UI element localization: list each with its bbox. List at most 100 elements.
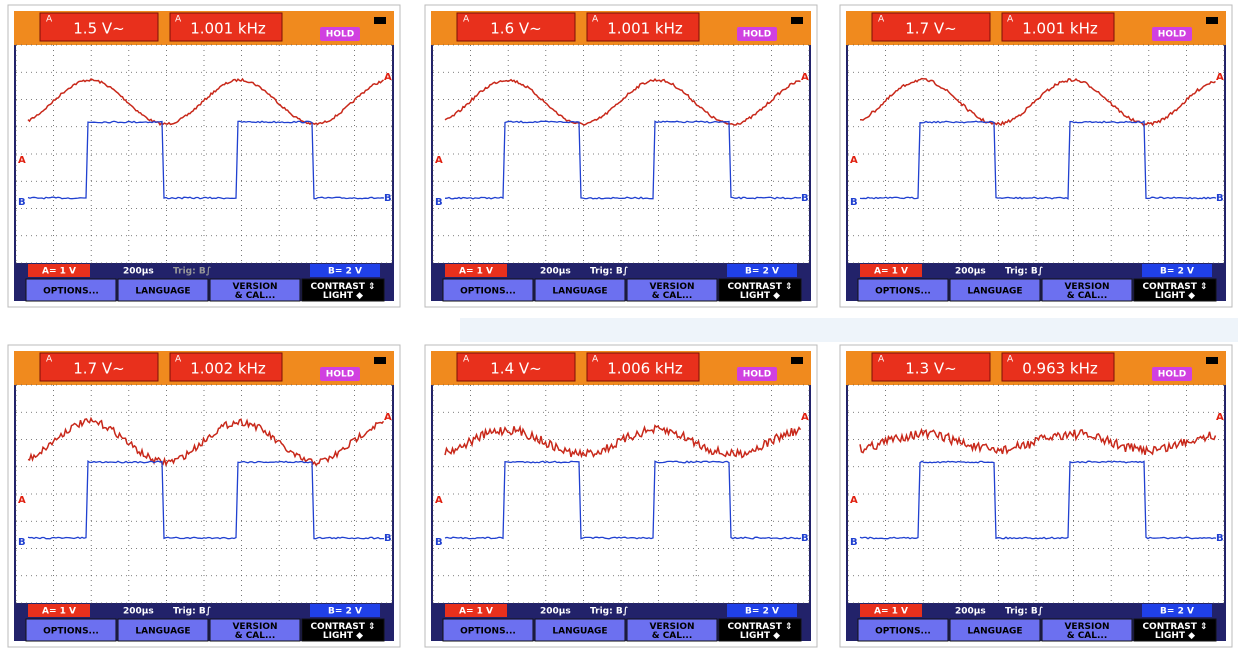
frequency: 1.006 kHz: [607, 360, 683, 378]
trigger: Trig: B∫: [173, 607, 211, 617]
marker-b-left: B: [850, 197, 858, 208]
trigger: Trig: B∫: [1005, 607, 1043, 617]
timebase: 200µs: [123, 607, 154, 617]
marker-a-right: A: [801, 72, 809, 83]
hold: HOLD: [326, 370, 354, 380]
marker-b-left: B: [435, 197, 443, 208]
timebase: 200µs: [540, 267, 571, 277]
marker-a-left: A: [18, 155, 26, 166]
backdrop: [460, 318, 1238, 342]
battery-icon: [791, 17, 803, 24]
trigger: Trig: B∫: [590, 607, 628, 617]
menu-label: OPTIONS...: [43, 627, 99, 637]
marker-b-right: B: [801, 533, 809, 544]
timebase: 200µs: [955, 607, 986, 617]
hold: HOLD: [743, 370, 771, 380]
menu-label: VERSION& CAL...: [649, 282, 694, 301]
marker-b-left: B: [18, 537, 26, 548]
battery-icon: [374, 357, 386, 364]
frequency-channel: A: [1007, 355, 1014, 365]
frequency: 1.001 kHz: [190, 20, 266, 38]
reading: 1.4 V~: [490, 360, 541, 378]
frequency: 1.001 kHz: [1022, 20, 1098, 38]
menu-label: OPTIONS...: [460, 627, 516, 637]
trigger: Trig: B∫: [173, 267, 211, 277]
reading-channel: A: [46, 15, 53, 25]
marker-a-left: A: [435, 155, 443, 166]
reading: 1.6 V~: [490, 20, 541, 38]
timebase: 200µs: [540, 607, 571, 617]
marker-a-right: A: [1216, 412, 1224, 423]
marker-b-left: B: [18, 197, 26, 208]
menu-label: VERSION& CAL...: [1064, 282, 1109, 301]
frequency-channel: A: [592, 355, 599, 365]
scale-b: B= 2 V: [1160, 607, 1194, 617]
menu-label: VERSION& CAL...: [232, 282, 277, 301]
marker-a-right: A: [384, 72, 392, 83]
menu-label: VERSION& CAL...: [649, 622, 694, 641]
reading-channel: A: [463, 355, 470, 365]
reading: 1.7 V~: [73, 360, 124, 378]
menu-label: OPTIONS...: [460, 287, 516, 297]
hold: HOLD: [743, 30, 771, 40]
marker-a-right: A: [384, 412, 392, 423]
menu-label: LANGUAGE: [552, 627, 607, 637]
scale-a: A= 1 V: [459, 267, 493, 277]
frequency-channel: A: [592, 15, 599, 25]
scope-screen: A1.7 V~A1.001 kHzHOLDABABA= 1 V200µsTrig…: [840, 5, 1232, 307]
reading-channel: A: [878, 15, 885, 25]
trigger: Trig: B∫: [1005, 267, 1043, 277]
marker-a-left: A: [850, 155, 858, 166]
scale-b: B= 2 V: [328, 607, 362, 617]
marker-a-left: A: [18, 495, 26, 506]
menu-label: OPTIONS...: [875, 287, 931, 297]
frequency: 0.963 kHz: [1022, 360, 1098, 378]
menu-label: OPTIONS...: [875, 627, 931, 637]
scale-b: B= 2 V: [745, 607, 779, 617]
reading: 1.7 V~: [905, 20, 956, 38]
reading-channel: A: [463, 15, 470, 25]
reading-channel: A: [46, 355, 53, 365]
frequency-channel: A: [175, 15, 182, 25]
menu-label: LANGUAGE: [552, 287, 607, 297]
frequency: 1.002 kHz: [190, 360, 266, 378]
marker-a-right: A: [801, 412, 809, 423]
scale-a: A= 1 V: [42, 267, 76, 277]
menu-label: LANGUAGE: [967, 627, 1022, 637]
scale-a: A= 1 V: [874, 607, 908, 617]
menu-label: LANGUAGE: [135, 627, 190, 637]
marker-a-left: A: [435, 495, 443, 506]
marker-b-right: B: [384, 193, 392, 204]
frequency-channel: A: [1007, 15, 1014, 25]
menu-label: LANGUAGE: [967, 287, 1022, 297]
marker-a-left: A: [850, 495, 858, 506]
scope-screen: A1.6 V~A1.001 kHzHOLDABABA= 1 V200µsTrig…: [425, 5, 817, 307]
timebase: 200µs: [955, 267, 986, 277]
hold: HOLD: [1158, 370, 1186, 380]
marker-b-left: B: [850, 537, 858, 548]
marker-b-right: B: [1216, 193, 1224, 204]
reading: 1.5 V~: [73, 20, 124, 38]
scale-a: A= 1 V: [874, 267, 908, 277]
menu-label: LANGUAGE: [135, 287, 190, 297]
marker-b-left: B: [435, 537, 443, 548]
marker-a-right: A: [1216, 72, 1224, 83]
marker-b-right: B: [1216, 533, 1224, 544]
screenshot: A 1.5 V~ A 1.001 kHz HOLD A B A B A= 1 V 200µs Trig…: [0, 0, 1238, 654]
hold: HOLD: [326, 30, 354, 40]
battery-icon: [1206, 17, 1218, 24]
battery-icon: [374, 17, 386, 24]
page: A 1.5 V~ A 1.001 kHz HOLD A B A B A= 1 V 200µs Trig…: [0, 0, 1238, 654]
battery-icon: [791, 357, 803, 364]
frequency: 1.001 kHz: [607, 20, 683, 38]
menu-label: VERSION& CAL...: [1064, 622, 1109, 641]
scope-screen: A1.5 V~A1.001 kHzHOLDABABA= 1 V200µsTrig…: [8, 5, 400, 307]
marker-b-right: B: [384, 533, 392, 544]
scale-b: B= 2 V: [745, 267, 779, 277]
menu-label: VERSION& CAL...: [232, 622, 277, 641]
scope-screen: A1.3 V~A0.963 kHzHOLDABABA= 1 V200µsTrig…: [840, 345, 1232, 647]
frequency-channel: A: [175, 355, 182, 365]
trigger: Trig: B∫: [590, 267, 628, 277]
